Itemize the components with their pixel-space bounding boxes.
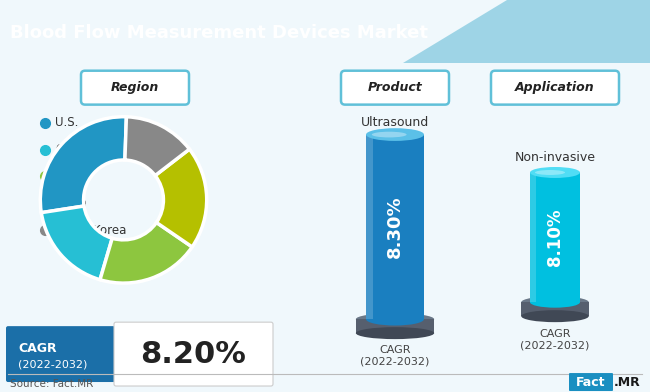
Ellipse shape: [535, 170, 565, 175]
FancyBboxPatch shape: [569, 373, 613, 391]
Bar: [366, 134, 424, 319]
Text: (2022-2032): (2022-2032): [18, 359, 87, 369]
Polygon shape: [403, 0, 650, 63]
Text: Non-invasive: Non-invasive: [515, 151, 595, 164]
Text: South Korea: South Korea: [55, 224, 126, 237]
FancyBboxPatch shape: [6, 326, 115, 382]
Text: CAGR: CAGR: [18, 341, 57, 355]
Ellipse shape: [370, 317, 421, 321]
Text: China: China: [55, 143, 89, 156]
Text: Ultrasound: Ultrasound: [361, 116, 429, 129]
Ellipse shape: [530, 167, 580, 178]
Text: U.S.: U.S.: [55, 116, 79, 129]
Wedge shape: [40, 117, 126, 212]
Ellipse shape: [530, 297, 580, 308]
Bar: [356, 319, 434, 333]
Text: Region: Region: [111, 81, 159, 94]
Text: CAGR
(2022-2032): CAGR (2022-2032): [360, 345, 430, 367]
Text: Japan: Japan: [55, 197, 88, 210]
Bar: [530, 172, 580, 302]
Wedge shape: [155, 149, 207, 247]
Text: U.K.: U.K.: [55, 170, 79, 183]
Wedge shape: [100, 223, 192, 283]
Ellipse shape: [521, 310, 589, 322]
Text: Product: Product: [368, 81, 422, 94]
FancyBboxPatch shape: [491, 71, 619, 105]
Text: Blood Flow Measurement Devices Market: Blood Flow Measurement Devices Market: [10, 24, 428, 42]
Text: Fact: Fact: [577, 376, 606, 388]
Text: 8.10%: 8.10%: [546, 209, 564, 266]
Text: CAGR
(2022-2032): CAGR (2022-2032): [520, 329, 590, 351]
Ellipse shape: [521, 296, 589, 308]
FancyBboxPatch shape: [341, 71, 449, 105]
Bar: [530, 172, 536, 302]
Ellipse shape: [366, 313, 424, 325]
FancyBboxPatch shape: [81, 71, 189, 105]
Text: .MR: .MR: [614, 376, 640, 388]
Ellipse shape: [372, 132, 407, 138]
Wedge shape: [42, 206, 112, 280]
Bar: [521, 302, 589, 316]
Ellipse shape: [533, 300, 577, 305]
Wedge shape: [125, 117, 189, 176]
Bar: [366, 134, 373, 319]
Text: Application: Application: [515, 81, 595, 94]
Ellipse shape: [366, 128, 424, 141]
Ellipse shape: [356, 327, 434, 339]
Text: 8.30%: 8.30%: [386, 196, 404, 258]
Text: Source: Fact.MR: Source: Fact.MR: [10, 379, 93, 389]
Text: 8.20%: 8.20%: [140, 339, 246, 368]
FancyBboxPatch shape: [114, 322, 273, 386]
Ellipse shape: [356, 313, 434, 325]
